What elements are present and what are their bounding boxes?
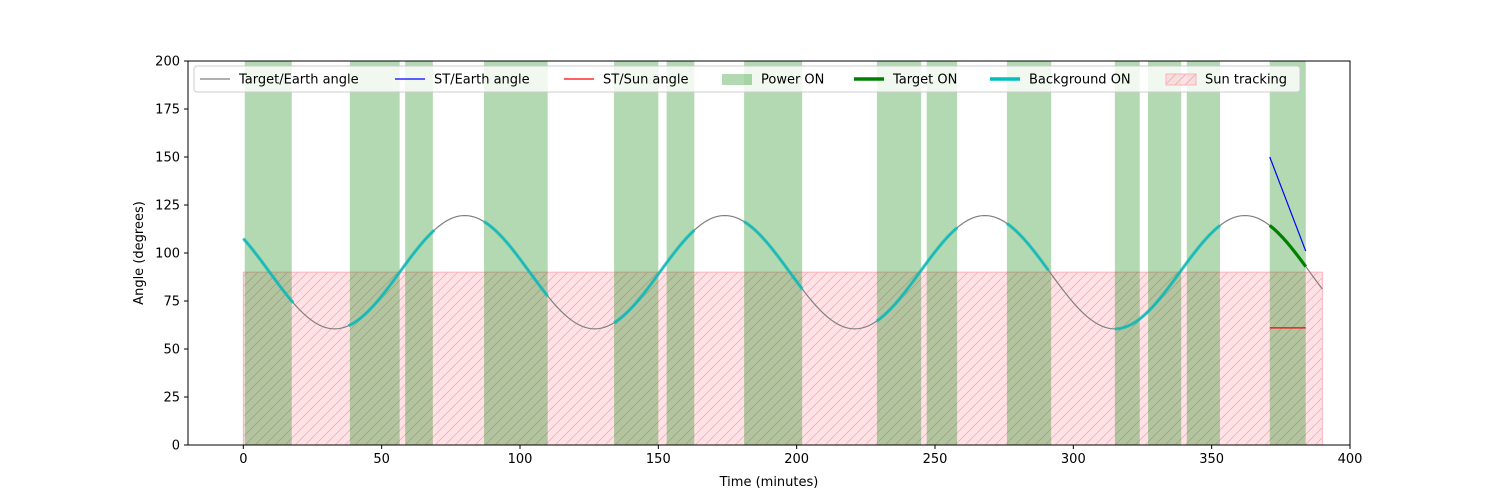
- legend-label-background_on: Background ON: [1029, 73, 1131, 88]
- y-tick-label-25: 25: [163, 391, 180, 406]
- legend-label-target_on: Target ON: [892, 73, 957, 88]
- background-on-segment-0: [242, 237, 295, 304]
- legend-label-st_sun: ST/Sun angle: [603, 73, 689, 88]
- target-on-segment-0: [1268, 224, 1308, 268]
- legend-label-st_earth: ST/Earth angle: [434, 73, 530, 88]
- background-on-segment-5: [875, 226, 959, 323]
- power-on-span-8: [926, 61, 958, 445]
- x-tick-label-200: 200: [784, 452, 809, 467]
- power-on-span-9: [1006, 61, 1052, 445]
- y-tick-label-50: 50: [163, 343, 180, 358]
- power-on-span-4: [614, 61, 659, 445]
- background-on-segment-3: [613, 229, 696, 325]
- y-tick-label-75: 75: [163, 295, 180, 310]
- st-earth-angle-line: [1269, 156, 1307, 252]
- y-tick-label-125: 125: [155, 199, 180, 214]
- power-on-span-0: [244, 61, 292, 445]
- y-axis-label: Angle (degrees): [132, 201, 147, 305]
- x-tick-label-50: 50: [373, 452, 390, 467]
- y-tick-label-175: 175: [155, 103, 180, 118]
- legend-label-target_earth: Target/Earth angle: [238, 73, 359, 88]
- y-tick-label-150: 150: [155, 151, 180, 166]
- power-on-span-11: [1148, 61, 1182, 445]
- x-tick-label-250: 250: [923, 452, 948, 467]
- legend-label-sun_tracking: Sun tracking: [1205, 73, 1287, 88]
- power-on-span-2: [405, 61, 433, 445]
- x-tick-label-0: 0: [239, 452, 247, 467]
- background-on-segment-1: [347, 229, 436, 328]
- x-tick-label-100: 100: [508, 452, 533, 467]
- x-axis-label: Time (minutes): [719, 475, 819, 490]
- x-tick-label-300: 300: [1061, 452, 1086, 467]
- legend: Target/Earth angle ST/Earth angle ST/Sun a…: [193, 65, 1301, 93]
- background-on-segment-6: [1006, 222, 1050, 272]
- power-on-span-6: [744, 61, 803, 445]
- x-tick-label-400: 400: [1338, 452, 1363, 467]
- background-on-segment-7: [1114, 224, 1221, 331]
- background-on-segment-2: [483, 220, 549, 298]
- legend-swatch-power_on: [722, 74, 752, 85]
- legend-frame: [193, 65, 1301, 93]
- power-on-span-12: [1186, 61, 1220, 445]
- x-tick-label-350: 350: [1199, 452, 1224, 467]
- background-on-segment-4: [743, 220, 804, 290]
- power-on-span-10: [1114, 61, 1140, 445]
- legend-swatch-hatch-sun_tracking: [1166, 74, 1196, 85]
- x-tick-label-150: 150: [646, 452, 671, 467]
- power-on-span-7: [876, 61, 922, 445]
- power-on-span-1: [349, 61, 400, 445]
- y-tick-label-200: 200: [155, 55, 180, 70]
- y-tick-label-0: 0: [172, 439, 180, 454]
- power-on-span-5: [666, 61, 695, 445]
- y-tick-label-100: 100: [155, 247, 180, 262]
- power-on-span-13: [1269, 61, 1306, 445]
- sun-tracking-hatch: [242, 271, 1323, 445]
- legend-label-power_on: Power ON: [761, 73, 824, 88]
